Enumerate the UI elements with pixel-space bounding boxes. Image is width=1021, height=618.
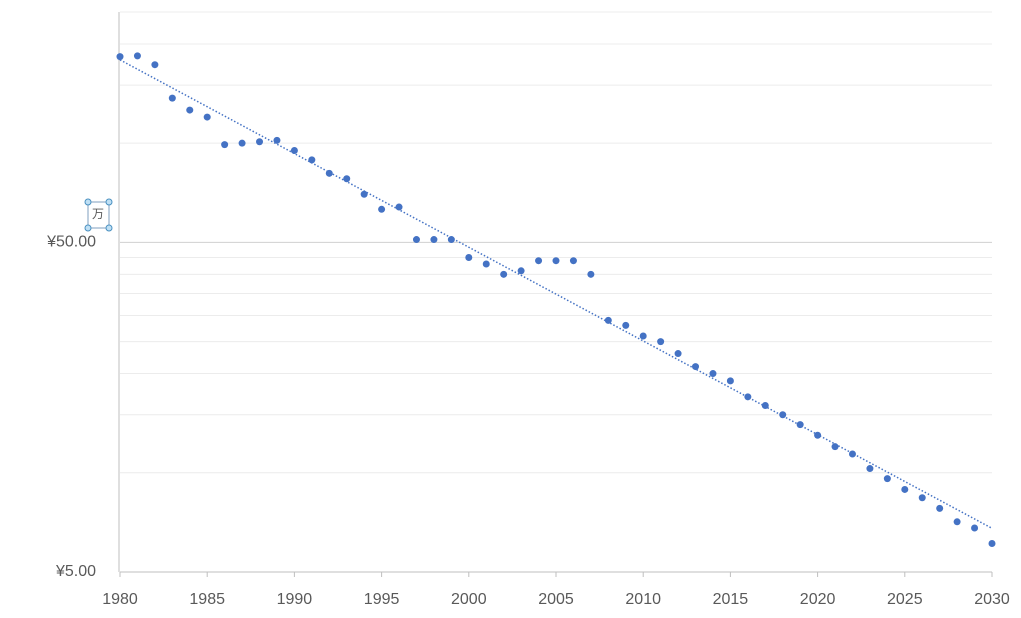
point [953,518,961,526]
point [447,236,455,244]
x-tick-label: 1995 [364,591,400,608]
point [168,94,176,102]
y-tick-label: ¥5.00 [55,563,96,580]
point [901,485,909,493]
unit-box [87,201,110,229]
point [814,431,822,439]
x-tick-label: 1985 [189,591,225,608]
point [360,190,368,198]
display-unit: 万 [92,207,104,221]
point [639,332,647,340]
point [256,138,264,146]
point [535,257,543,265]
point [587,270,595,278]
point [709,370,717,378]
y-tick-label: ¥50.00 [46,234,96,251]
point [238,139,246,147]
point [988,540,996,548]
point [657,338,665,346]
point [761,401,769,409]
point [883,475,891,483]
point [308,156,316,164]
point [133,52,141,60]
point [552,257,560,265]
point [744,393,752,401]
point [569,257,577,265]
x-tick-label: 2020 [800,591,836,608]
trendline [119,59,993,529]
handle [105,198,113,206]
x-tick-label: 2025 [887,591,923,608]
point [604,316,612,324]
handle [105,224,113,232]
point [465,253,473,261]
point [936,504,944,512]
point [848,450,856,458]
point [343,175,351,183]
point [151,61,159,69]
point [186,106,194,114]
point [395,203,403,211]
x-tick-label: 1990 [277,591,313,608]
point [203,113,211,121]
point [918,494,926,502]
point [500,270,508,278]
x-tick-label: 2005 [538,591,574,608]
point [779,411,787,419]
point [482,260,490,268]
point [674,350,682,358]
x-tick-label: 2000 [451,591,487,608]
unit-label-box[interactable]: 万 [84,198,113,232]
handle [84,198,92,206]
point [517,267,525,275]
point [290,147,298,155]
point [221,141,229,149]
x-tick-label: 1980 [102,591,138,608]
point [378,205,386,213]
point [430,236,438,244]
point [726,377,734,385]
point [971,524,979,532]
point [412,236,420,244]
point [866,465,874,473]
point [116,53,124,61]
handle [84,224,92,232]
point [692,363,700,371]
point [273,136,281,144]
point [796,421,804,429]
point [831,443,839,451]
x-tick-label: 2030 [974,591,1010,608]
point [622,321,630,329]
point [325,169,333,177]
x-tick-label: 2010 [625,591,661,608]
x-tick-label: 2015 [713,591,749,608]
